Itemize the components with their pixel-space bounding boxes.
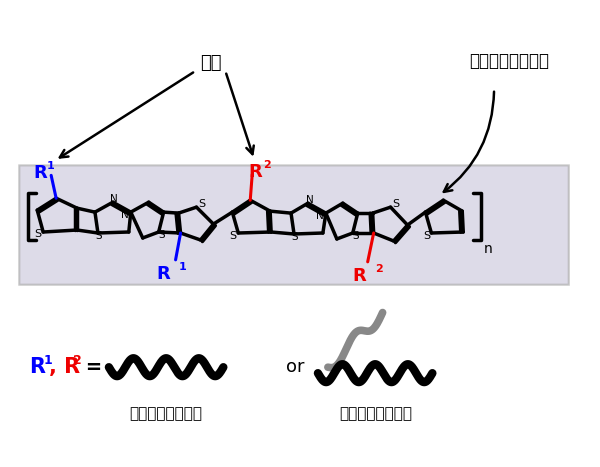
Text: R: R <box>29 357 45 377</box>
FancyBboxPatch shape <box>19 165 569 285</box>
Text: S: S <box>392 199 399 209</box>
Text: R: R <box>33 164 47 182</box>
Text: 側鎖: 側鎖 <box>200 54 221 72</box>
Text: 1: 1 <box>179 262 187 272</box>
Text: R: R <box>157 265 170 283</box>
Text: S: S <box>230 231 237 241</box>
Text: or: or <box>286 358 304 376</box>
Text: S: S <box>352 231 359 241</box>
Text: 2: 2 <box>73 354 82 367</box>
Text: S: S <box>423 231 430 241</box>
Text: S: S <box>95 231 102 241</box>
Text: 直線状アルキル基: 直線状アルキル基 <box>129 406 202 421</box>
Text: 2: 2 <box>374 264 382 274</box>
Text: S: S <box>35 229 42 239</box>
Text: R: R <box>248 163 262 181</box>
Text: N: N <box>110 194 118 204</box>
Text: 1: 1 <box>47 162 55 171</box>
Text: N: N <box>316 211 324 221</box>
Text: S: S <box>292 232 298 242</box>
Text: N: N <box>306 195 314 205</box>
Text: =: = <box>79 358 102 377</box>
Text: 分岐状アルキル基: 分岐状アルキル基 <box>339 406 412 421</box>
Text: N: N <box>121 210 128 220</box>
Text: , R: , R <box>49 357 80 377</box>
Text: 1: 1 <box>43 354 52 367</box>
Text: 主鎖（基本構造）: 主鎖（基本構造） <box>469 52 549 70</box>
Text: S: S <box>198 199 205 209</box>
Text: S: S <box>158 230 165 240</box>
Text: n: n <box>484 242 493 256</box>
Text: 2: 2 <box>263 160 271 170</box>
Text: R: R <box>353 267 367 285</box>
